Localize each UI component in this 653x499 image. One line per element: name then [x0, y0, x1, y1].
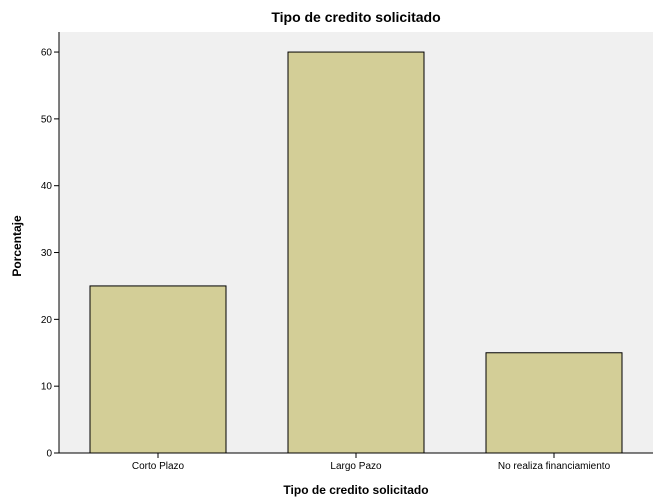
chart-title: Tipo de credito solicitado [271, 9, 440, 25]
bar-largo-pazo [287, 51, 425, 454]
y-tick-label: 10 [41, 382, 53, 393]
y-tick-label: 0 [46, 449, 52, 460]
x-axis: Corto Plazo Largo Pazo No realiza financia… [59, 452, 653, 472]
y-tick-label: 50 [41, 114, 53, 125]
y-tick-label: 60 [41, 48, 53, 59]
bars-group [89, 51, 623, 454]
y-tick-label: 20 [41, 315, 53, 326]
y-tick-label: 40 [41, 181, 53, 192]
x-axis-title: Tipo de credito solicitado [283, 483, 428, 497]
x-tick-label: Largo Pazo [330, 461, 382, 472]
y-axis-title: Porcentaje [10, 215, 24, 277]
y-axis: 0 10 20 30 40 50 60 [41, 32, 60, 460]
x-tick-label: No realiza financiamiento [498, 461, 611, 472]
bar-no-realiza-financiamiento [485, 352, 623, 454]
bar-corto-plazo [89, 285, 227, 454]
x-tick-label: Corto Plazo [132, 461, 185, 472]
y-tick-label: 30 [41, 248, 53, 259]
